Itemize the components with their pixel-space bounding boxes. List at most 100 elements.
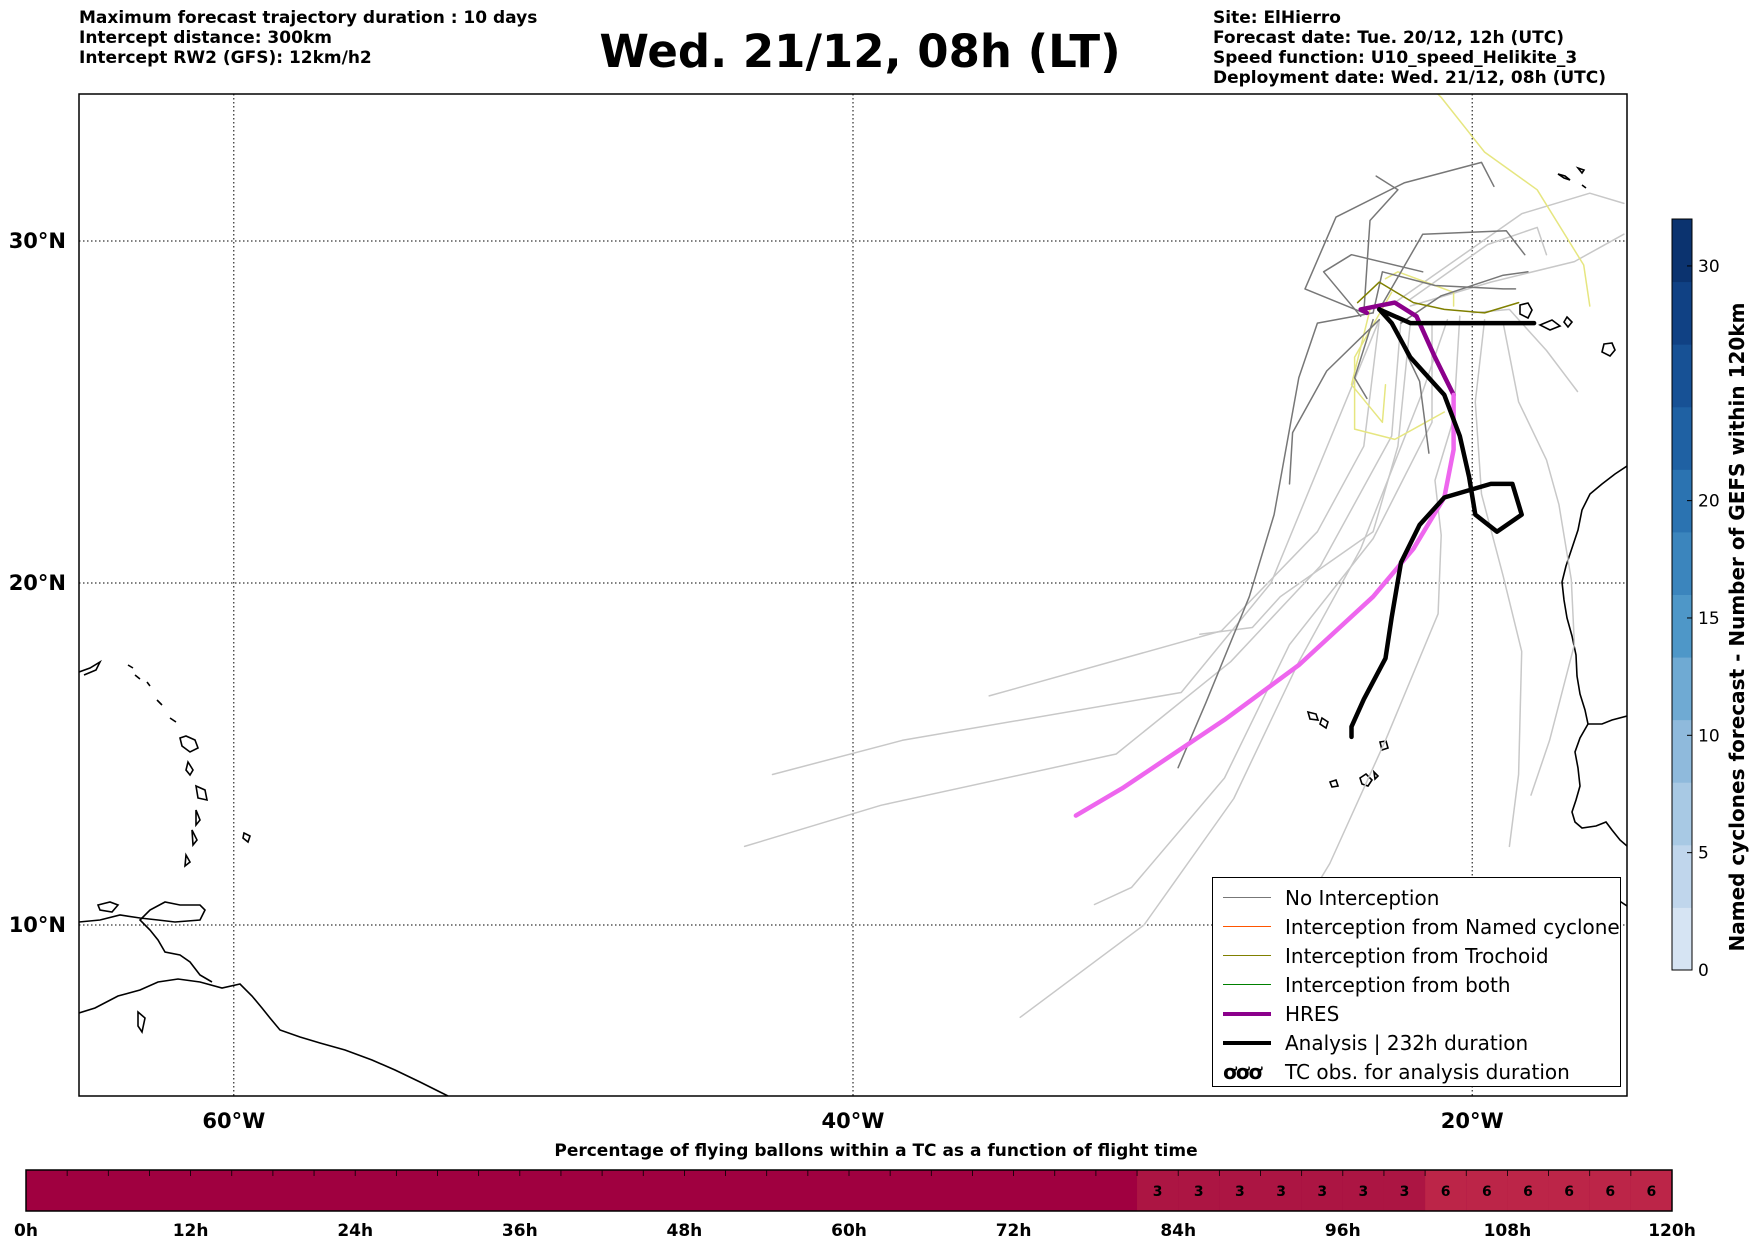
- coastline-island: [179, 735, 200, 753]
- flight-time-value: 3: [1235, 1184, 1245, 1200]
- legend-swatch: [1223, 897, 1271, 898]
- legend-item-trochoid: Interception from Trochoid: [1213, 941, 1549, 970]
- coastline-island: [137, 1010, 146, 1035]
- legend-swatch: [1223, 926, 1271, 927]
- coastline-cape-verde: [1359, 772, 1374, 787]
- colorbar-tick-label: 30: [1698, 257, 1720, 277]
- lat-tick-label: 30°N: [9, 229, 66, 253]
- trajectory-no-interception: [1288, 318, 1381, 485]
- legend-swatch: [1223, 984, 1271, 985]
- flight-time-cell: [1548, 1170, 1590, 1211]
- trajectory-no-interception: [1353, 318, 1374, 400]
- trajectory-other-member: [1350, 308, 1387, 424]
- info-right-line: Site: ElHierro: [1213, 8, 1341, 28]
- colorbar-segment: [1672, 782, 1692, 846]
- flight-time-tick-label: 120h: [1648, 1221, 1696, 1241]
- legend-swatch: [1223, 955, 1271, 956]
- coastline-caribbean: [79, 659, 102, 676]
- flight-time-tick-label: 84h: [1160, 1221, 1196, 1241]
- flight-time-tick-label: 108h: [1484, 1221, 1532, 1241]
- flight-time-tick-label: 0h: [14, 1221, 38, 1241]
- colorbar-segment: [1672, 469, 1692, 533]
- trajectory-other-member: [771, 318, 1381, 776]
- coastline-cape-verde: [1328, 778, 1340, 788]
- colorbar-segment: [1672, 719, 1692, 783]
- legend-label: Interception from both: [1285, 972, 1511, 997]
- colorbar-label: Named cyclones forecast - Number of GEFS…: [1725, 302, 1749, 952]
- flight-time-value: 6: [1564, 1184, 1574, 1200]
- legend-item-hres: HRES: [1213, 999, 1339, 1028]
- trajectory-no-interception: [1378, 230, 1526, 311]
- flight-time-cell: [1630, 1170, 1672, 1211]
- trajectory-analysis: [1349, 307, 1524, 740]
- flight-time-value: 3: [1359, 1184, 1369, 1200]
- tc-symbol-icon: ơơơ: [1223, 1059, 1262, 1084]
- flight-time-tick-label: 24h: [337, 1221, 373, 1241]
- colorbar-tick-label: 20: [1698, 492, 1720, 512]
- coastline-canaries: [1601, 342, 1616, 357]
- flight-time-cell: [1383, 1170, 1426, 1211]
- lon-tick-label: 20°W: [1441, 1109, 1504, 1133]
- flight-time-cell: [1466, 1170, 1508, 1211]
- legend-label: No Interception: [1285, 885, 1440, 910]
- coastline-south-america: [79, 978, 449, 1096]
- map-grid: [79, 94, 1627, 1096]
- trajectory-other-member: [988, 318, 1381, 697]
- map-frame: [78, 93, 1628, 1097]
- trajectory-other-member: [1019, 318, 1449, 1019]
- flight-time-value: 3: [1400, 1184, 1410, 1200]
- trajectory-hres: [1358, 300, 1456, 398]
- legend-item-analysis: Analysis | 232h duration: [1213, 1028, 1528, 1057]
- flight-time-tick-label: 12h: [173, 1221, 209, 1241]
- legend-item-both: Interception from both: [1213, 970, 1511, 999]
- colorbar-tick-label: 5: [1698, 844, 1709, 864]
- info-right: Site: ElHierro Forecast date: Tue. 20/12…: [1213, 8, 1606, 88]
- trajectory-other-member: [1199, 322, 1412, 636]
- trajectory-no-interception: [1400, 271, 1529, 324]
- coastline-island: [195, 809, 201, 828]
- info-left: Maximum forecast trajectory duration : 1…: [79, 8, 537, 68]
- coastline-canaries: [1519, 302, 1533, 320]
- legend-swatch: [1223, 1040, 1271, 1045]
- legend: No Interception Interception from Named …: [1212, 877, 1621, 1087]
- coastline-africa: [1571, 723, 1627, 847]
- flight-time-bar: 3 3 3 3 3 3 3 6 6 6 6 6 60h 12h 24h 36h 48h 60h 72h 84h 96h 1…: [14, 1169, 1696, 1241]
- trajectory-other-member: [1093, 322, 1433, 906]
- lon-tick-label: 40°W: [822, 1109, 885, 1133]
- flight-time-value: 6: [1605, 1184, 1615, 1200]
- coastline-island: [185, 759, 194, 777]
- lat-tick-label: 20°N: [9, 571, 66, 595]
- colorbar-segment: [1672, 344, 1692, 408]
- colorbar-segment: [1672, 844, 1692, 908]
- flight-time-value: 6: [1647, 1184, 1657, 1200]
- flight-time-cell: [1178, 1170, 1220, 1211]
- legend-item-no-interception: No Interception: [1213, 883, 1439, 912]
- colorbar-segment: [1672, 406, 1692, 470]
- legend-swatch: [1223, 1011, 1271, 1016]
- flight-time-value: 3: [1153, 1184, 1163, 1200]
- colorbar-segment: [1672, 657, 1692, 721]
- trajectory-other-member: [1502, 322, 1576, 796]
- legend-label: Analysis | 232h duration: [1285, 1030, 1529, 1055]
- info-right-line: Speed function: U10_speed_Helikite_3: [1213, 48, 1578, 68]
- coastline-africa: [1561, 465, 1627, 725]
- flight-time-value: 6: [1523, 1184, 1533, 1200]
- trajectory-no-interception: [1304, 161, 1495, 314]
- colorbar: 0 5 10 15 20 30: [1671, 218, 1720, 981]
- chart-title: Wed. 21/12, 08h (LT): [599, 25, 1121, 78]
- flight-time-cell: [1260, 1170, 1302, 1211]
- coastline-cape-verde: [1306, 710, 1320, 721]
- flight-time-value: 3: [1317, 1184, 1327, 1200]
- axis-labels: 60°W 40°W 20°W 30°N 20°N 10°N: [9, 229, 1504, 1133]
- coastline-canaries: [1538, 319, 1562, 331]
- flight-time-cell: [1137, 1170, 1179, 1211]
- legend-label: TC obs. for analysis duration: [1285, 1059, 1570, 1084]
- colorbar-tick-label: 0: [1698, 961, 1709, 981]
- trajectory-other-member: [1436, 94, 1591, 307]
- trajectory-no-interception: [1322, 253, 1424, 318]
- flight-time-value: 3: [1194, 1184, 1204, 1200]
- trajectory-no-interception: [1372, 271, 1517, 314]
- coastline-island: [191, 829, 198, 848]
- flight-time-title: Percentage of flying ballons within a TC…: [554, 1141, 1198, 1161]
- lat-tick-label: 10°N: [9, 913, 66, 937]
